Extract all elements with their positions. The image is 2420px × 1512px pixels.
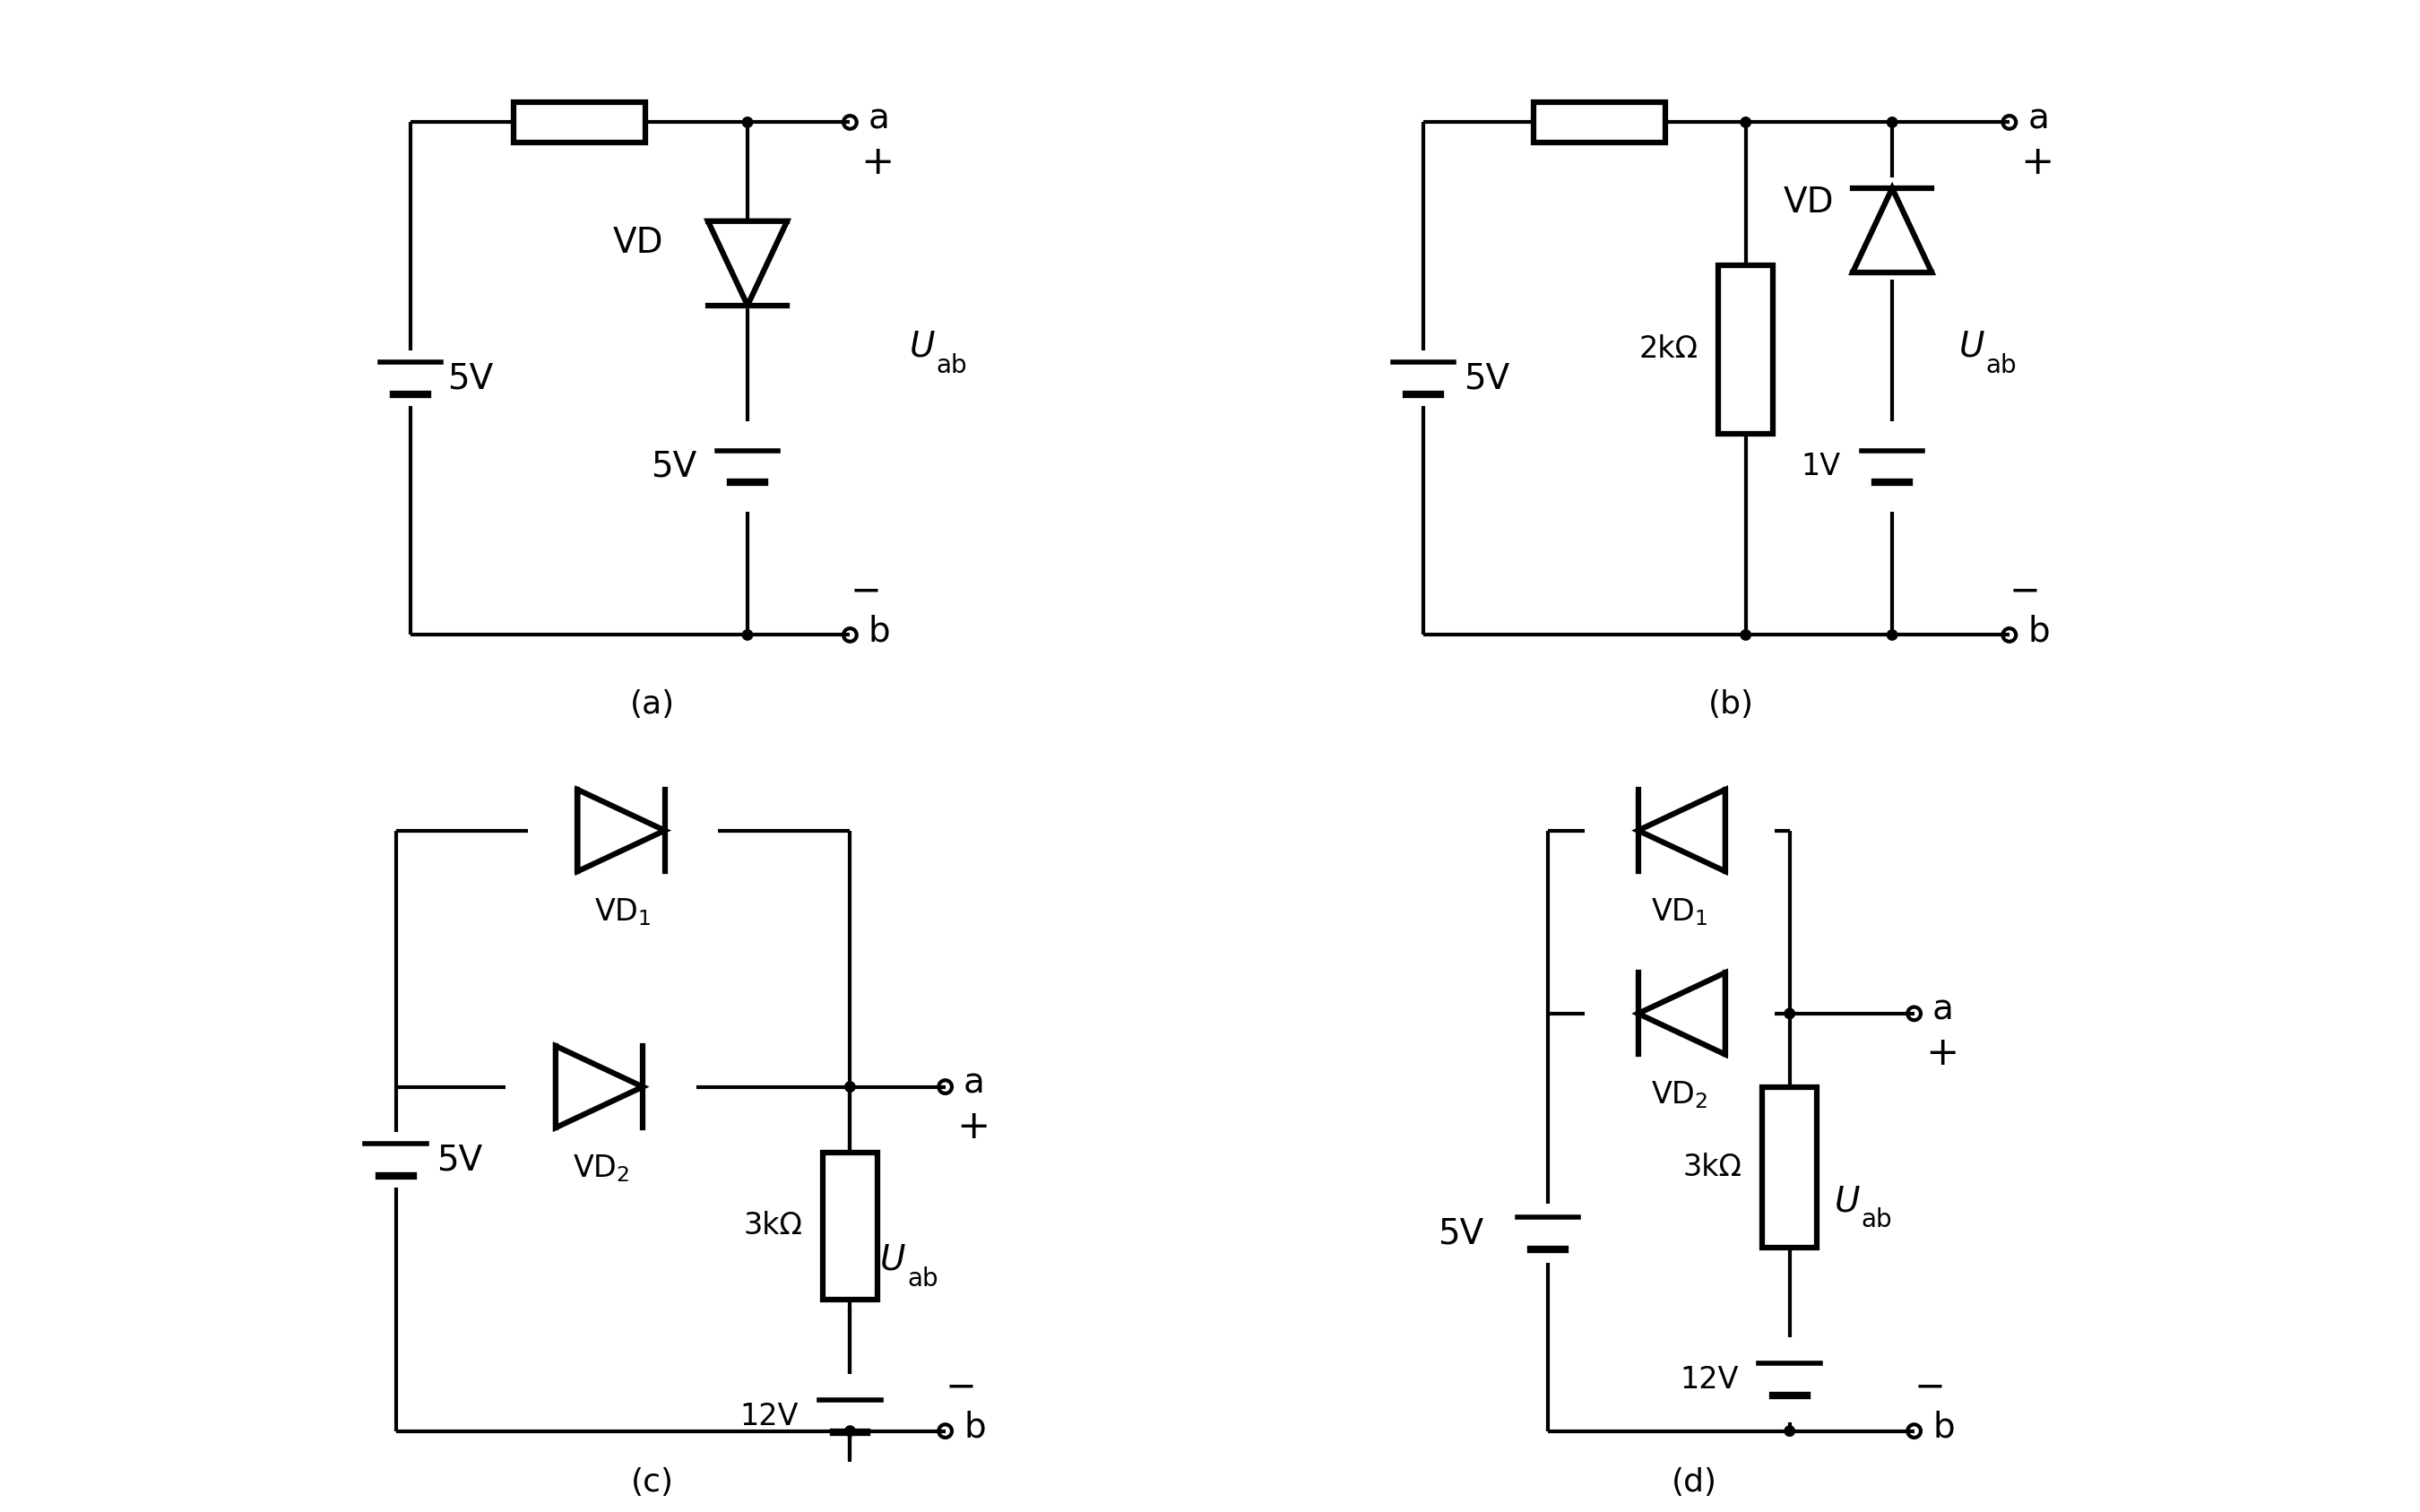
Text: b: b <box>1934 1411 1955 1444</box>
Circle shape <box>1784 1426 1796 1436</box>
Text: 5V: 5V <box>651 449 697 484</box>
Text: 5V: 5V <box>436 1143 482 1176</box>
Bar <box>1718 265 1774 434</box>
Circle shape <box>845 1426 854 1436</box>
Text: 3kΩ: 3kΩ <box>1682 1152 1742 1182</box>
Circle shape <box>1784 1009 1796 1019</box>
Bar <box>1762 1087 1817 1247</box>
Circle shape <box>743 631 753 640</box>
Text: +: + <box>956 1108 990 1146</box>
Text: 5V: 5V <box>1464 361 1510 396</box>
Text: 12V: 12V <box>741 1402 799 1432</box>
Text: 2kΩ: 2kΩ <box>1638 334 1699 364</box>
Text: $U$: $U$ <box>878 1243 905 1278</box>
Text: 5V: 5V <box>1437 1216 1483 1250</box>
Text: −: − <box>1914 1368 1946 1406</box>
Text: +: + <box>2021 144 2055 181</box>
Circle shape <box>1888 631 1897 640</box>
Polygon shape <box>1638 972 1725 1054</box>
Polygon shape <box>1638 789 1725 871</box>
Text: −: − <box>946 1368 978 1406</box>
Text: ab: ab <box>1861 1208 1892 1232</box>
Bar <box>513 103 646 142</box>
Text: b: b <box>963 1411 985 1444</box>
Text: a: a <box>2028 101 2050 136</box>
Polygon shape <box>1854 187 1931 272</box>
Circle shape <box>845 1081 854 1092</box>
Text: −: − <box>849 572 881 609</box>
Text: −: − <box>2009 572 2040 609</box>
Text: (d): (d) <box>1672 1467 1718 1497</box>
Text: $U$: $U$ <box>1834 1184 1861 1219</box>
Text: (c): (c) <box>632 1467 673 1497</box>
Text: VD$_1$: VD$_1$ <box>595 897 651 927</box>
Text: +: + <box>1926 1034 1958 1074</box>
Text: ab: ab <box>908 1266 939 1291</box>
Text: +: + <box>862 144 895 181</box>
Text: $U$: $U$ <box>908 330 934 364</box>
Text: ab: ab <box>1987 352 2016 378</box>
Circle shape <box>1888 116 1897 127</box>
Text: a: a <box>869 101 891 136</box>
Polygon shape <box>709 221 786 305</box>
Text: VD$_2$: VD$_2$ <box>574 1152 629 1184</box>
Bar <box>1534 103 1665 142</box>
Text: VD$_2$: VD$_2$ <box>1650 1080 1709 1111</box>
Text: 3kΩ: 3kΩ <box>743 1211 803 1241</box>
Text: 5V: 5V <box>448 361 494 396</box>
Text: (b): (b) <box>1709 689 1754 720</box>
Text: 12V: 12V <box>1679 1365 1738 1394</box>
Text: b: b <box>869 614 891 649</box>
Polygon shape <box>557 1046 644 1128</box>
Text: a: a <box>1934 993 1953 1027</box>
Text: 1V: 1V <box>1800 452 1842 481</box>
Text: (a): (a) <box>629 689 675 720</box>
Circle shape <box>1740 116 1750 127</box>
Bar <box>823 1152 878 1299</box>
Text: VD: VD <box>1784 186 1834 219</box>
Circle shape <box>743 116 753 127</box>
Circle shape <box>1740 631 1750 640</box>
Text: b: b <box>2028 614 2050 649</box>
Text: VD: VD <box>612 227 663 260</box>
Text: ab: ab <box>937 352 968 378</box>
Polygon shape <box>578 789 666 871</box>
Text: a: a <box>963 1066 985 1101</box>
Text: $U$: $U$ <box>1958 330 1984 364</box>
Text: VD$_1$: VD$_1$ <box>1650 897 1709 927</box>
